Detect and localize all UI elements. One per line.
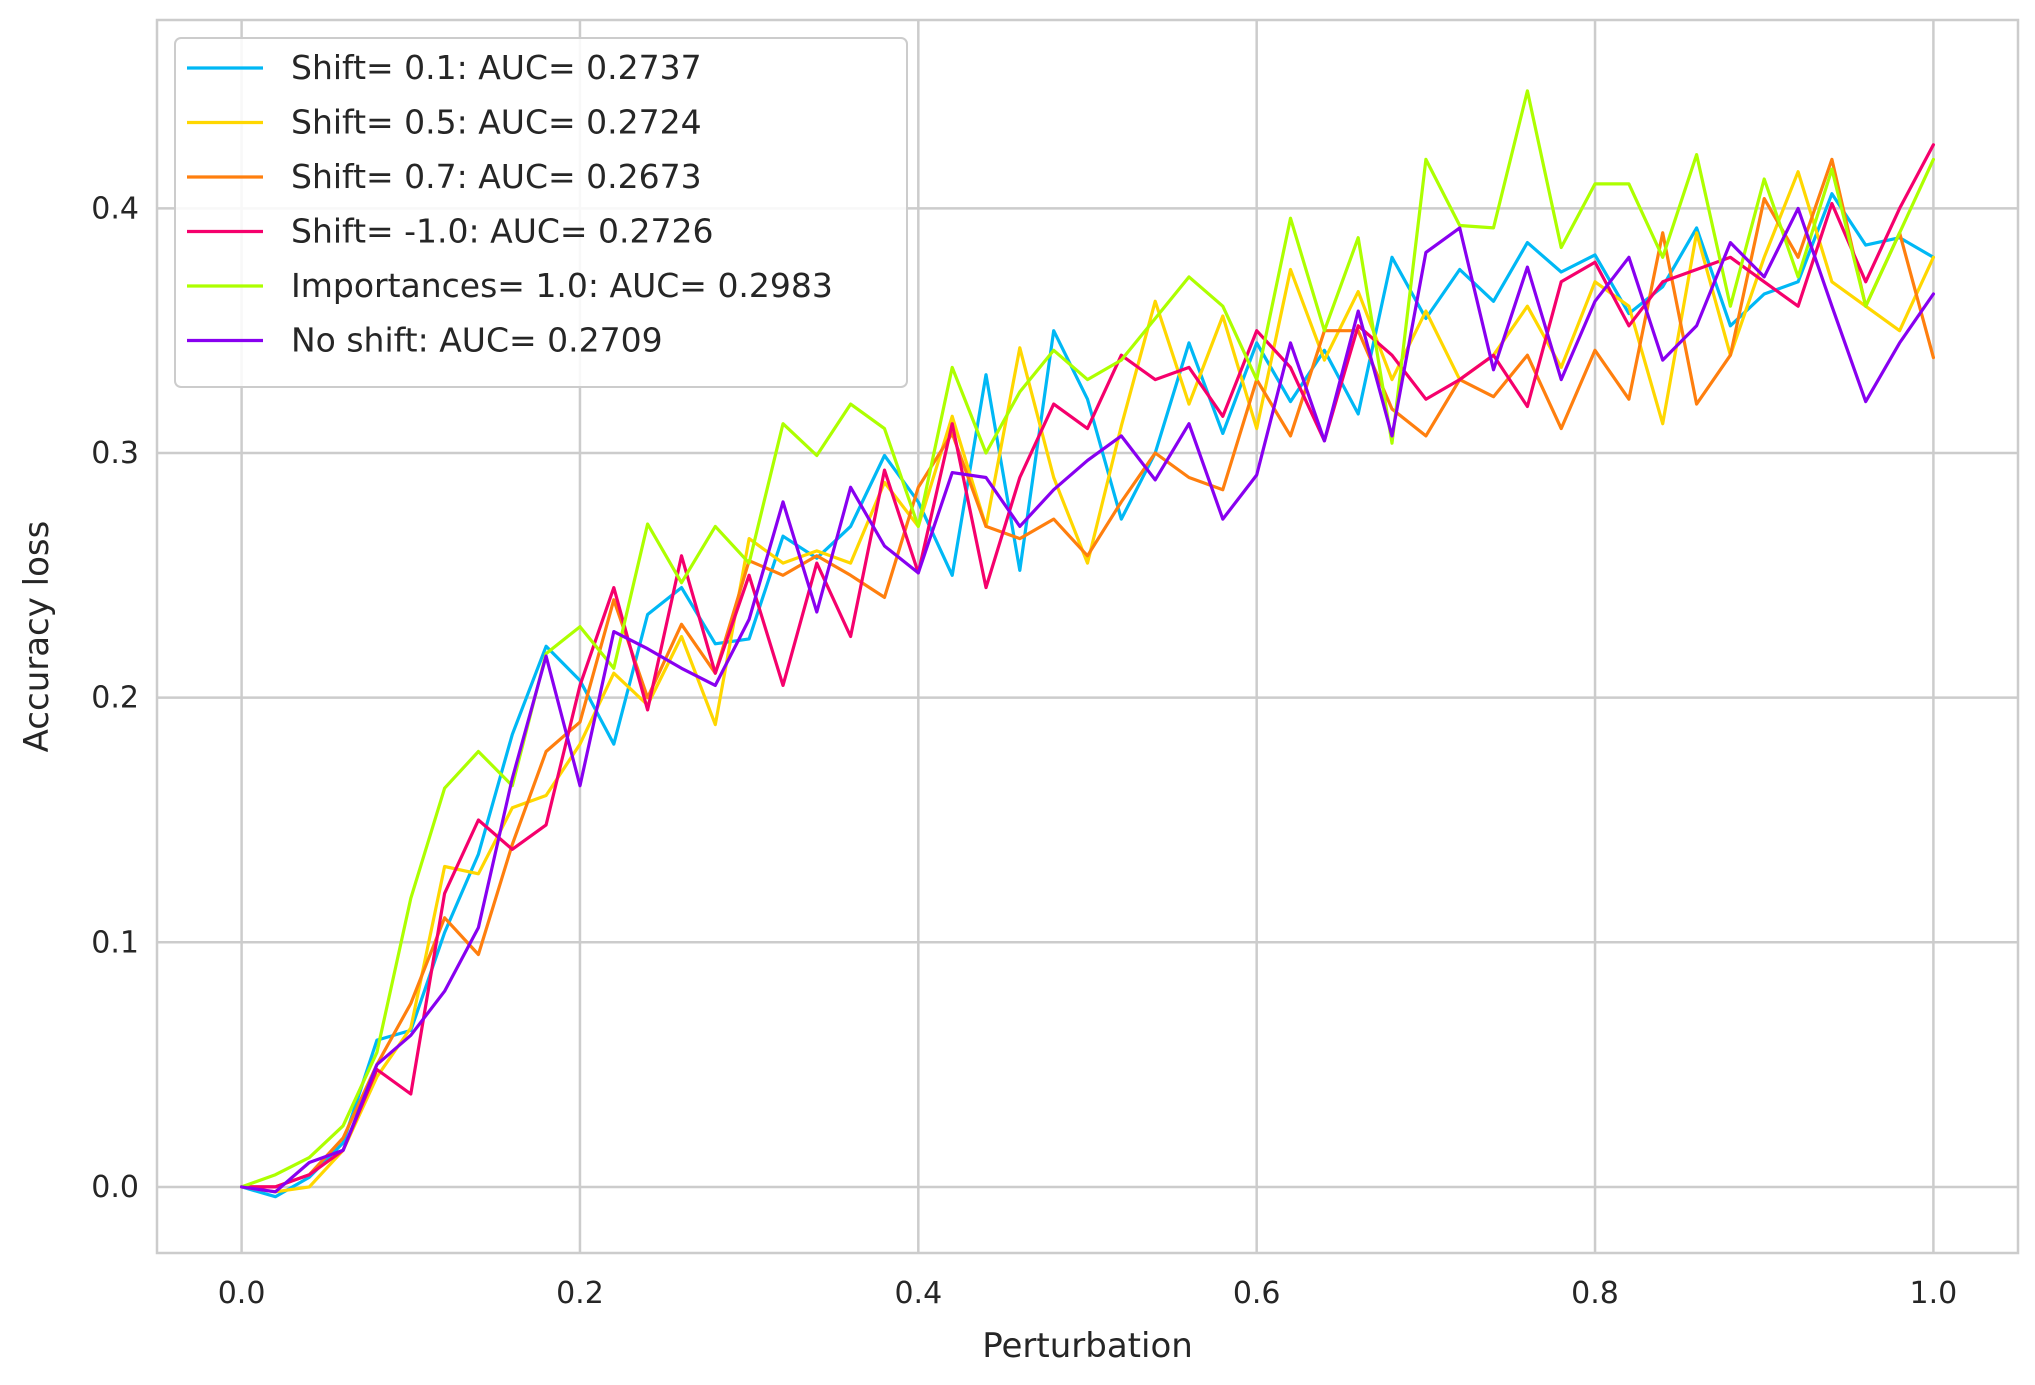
legend-entry: Shift= -1.0: AUC= 0.2726 (291, 212, 714, 251)
legend-entry: Shift= 0.5: AUC= 0.2724 (291, 103, 702, 142)
x-tick-label: 0.2 (556, 1276, 604, 1311)
x-tick-label: 0.0 (218, 1276, 266, 1311)
series-lines (240, 89, 1936, 1199)
legend-entry: Shift= 0.7: AUC= 0.2673 (291, 157, 702, 196)
x-axis-label: Perturbation (982, 1326, 1193, 1366)
x-tick-label: 0.6 (1233, 1276, 1281, 1311)
y-axis-ticks: 0.0 0.1 0.2 0.3 0.4 (91, 191, 139, 1205)
series-line-3 (240, 157, 1936, 1189)
series-line-6 (240, 206, 1936, 1194)
legend-entry: Importances= 1.0: AUC= 0.2983 (291, 266, 833, 305)
series-line-2 (240, 170, 1936, 1194)
legend-entry: Shift= 0.1: AUC= 0.2737 (291, 48, 702, 87)
x-tick-label: 0.8 (1571, 1276, 1619, 1311)
x-axis-ticks: 0.0 0.2 0.4 0.6 0.8 1.0 (218, 1276, 1958, 1311)
y-axis-label: Accuracy loss (17, 521, 57, 753)
y-tick-label: 0.0 (91, 1170, 139, 1205)
series-line-4 (240, 143, 1936, 1189)
legend-entry: No shift: AUC= 0.2709 (291, 321, 663, 360)
legend: Shift= 0.1: AUC= 0.2737 Shift= 0.5: AUC= … (174, 37, 908, 388)
legend-box (174, 37, 908, 388)
x-tick-label: 1.0 (1910, 1276, 1958, 1311)
x-tick-label: 0.4 (894, 1276, 942, 1311)
y-tick-label: 0.3 (91, 436, 139, 471)
y-tick-label: 0.2 (91, 681, 139, 716)
plot-area-frame (155, 18, 2020, 1255)
y-tick-label: 0.4 (91, 191, 139, 226)
y-tick-label: 0.1 (91, 925, 139, 960)
